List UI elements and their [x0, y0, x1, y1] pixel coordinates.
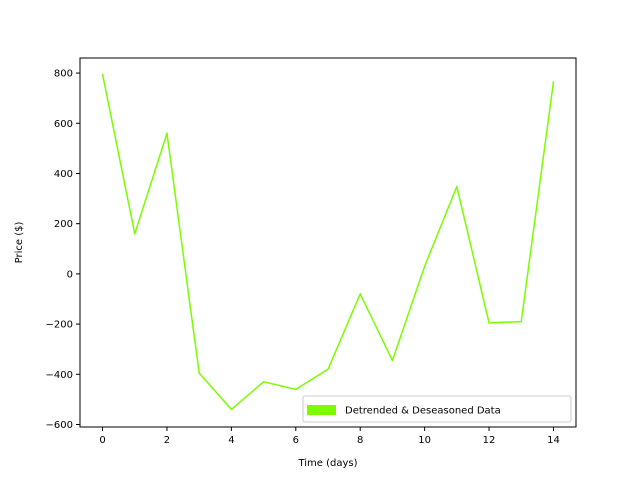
data-point [488, 322, 490, 324]
legend-swatch [307, 405, 336, 415]
data-point [520, 320, 522, 323]
data-point [230, 408, 233, 411]
y-tick-label: 0 [67, 269, 73, 280]
y-tick-label: 200 [54, 219, 73, 230]
y-tick-label: −200 [46, 320, 73, 331]
y-axis: −600 −400 −200 0 200 400 600 800 [46, 69, 80, 431]
x-axis: 0 2 4 6 8 10 12 14 [99, 427, 560, 446]
x-tick-label: 14 [547, 435, 560, 446]
data-point [295, 388, 297, 391]
data-point [456, 185, 458, 188]
legend: Detrended & Deseasoned Data [302, 395, 572, 423]
data-point [198, 372, 200, 374]
y-tick-label: 800 [54, 69, 73, 80]
y-tick-label: 400 [54, 169, 73, 180]
y-tick-label: −400 [46, 370, 73, 381]
legend-box [302, 395, 572, 423]
x-tick-label: 0 [99, 435, 105, 446]
y-axis-label: Price ($) [14, 222, 25, 264]
axes-frame [79, 57, 577, 428]
data-point [262, 381, 265, 383]
legend-label: Detrended & Deseasoned Data [345, 406, 501, 417]
x-tick-label: 2 [164, 435, 170, 446]
x-tick-label: 4 [228, 435, 234, 446]
x-tick-label: 6 [293, 435, 299, 446]
x-tick-label: 10 [418, 435, 431, 446]
x-tick-label: 12 [483, 435, 496, 446]
data-point [327, 368, 329, 371]
y-tick-label: −600 [46, 420, 73, 431]
plot-area [101, 73, 555, 411]
data-point [391, 359, 394, 362]
y-tick-label: 600 [54, 119, 73, 130]
data-point [359, 293, 361, 295]
series-line [101, 74, 555, 411]
x-axis-label: Time (days) [297, 458, 357, 469]
data-point [423, 265, 426, 268]
data-point [166, 132, 168, 135]
data-point [134, 232, 136, 235]
data-point [552, 81, 555, 83]
x-tick-label: 8 [357, 435, 363, 446]
data-point [101, 73, 104, 76]
